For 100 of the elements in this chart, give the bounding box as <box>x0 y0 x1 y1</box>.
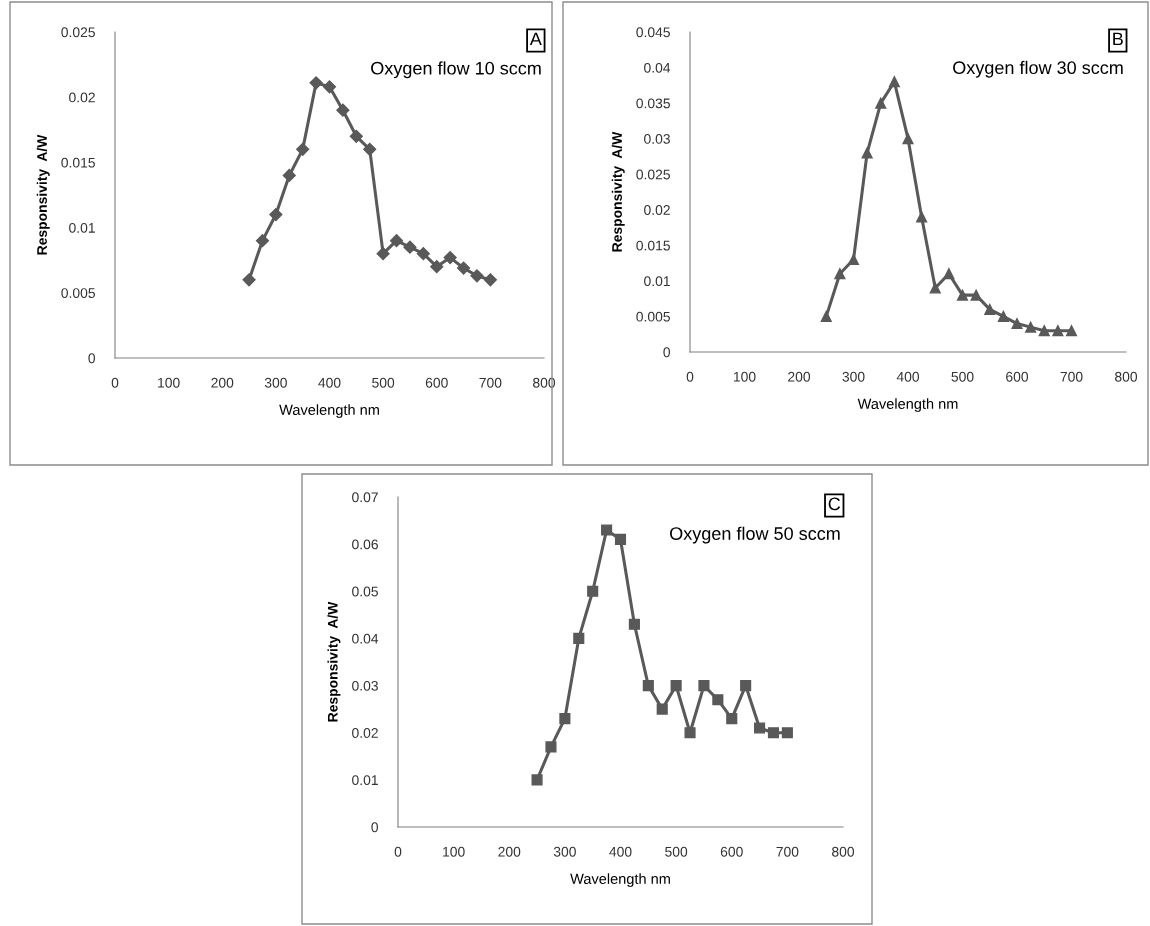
x-tick-label: 200 <box>211 377 234 388</box>
point <box>587 585 599 597</box>
point <box>1011 317 1023 330</box>
point <box>322 80 337 94</box>
x-tick-label: 100 <box>733 371 756 382</box>
point <box>984 303 996 315</box>
y-tick-label: 0.01 <box>352 775 378 786</box>
y-tick-label: 0.04 <box>352 633 379 644</box>
point <box>916 211 928 223</box>
point <box>614 533 627 545</box>
y-tick-label: 0.045 <box>636 27 670 38</box>
x-axis-title: Wavelength nm <box>570 873 670 887</box>
x-tick-label: 0 <box>111 377 119 388</box>
point <box>929 282 941 294</box>
y-tick-label: 0 <box>371 822 379 833</box>
point <box>970 289 982 301</box>
point <box>997 310 1009 323</box>
point <box>670 680 682 692</box>
x-tick-label: 100 <box>158 377 180 388</box>
x-tick-label: 800 <box>832 846 855 857</box>
point <box>1025 321 1037 333</box>
point <box>956 289 969 301</box>
point <box>656 703 668 715</box>
y-tick-label: 0.025 <box>636 169 670 180</box>
point <box>781 727 793 739</box>
y-tick-label: 0.035 <box>636 98 670 109</box>
point <box>443 251 457 265</box>
point <box>282 168 296 183</box>
point <box>403 240 417 254</box>
point <box>416 247 430 261</box>
point <box>726 713 738 725</box>
point <box>712 694 724 706</box>
y-tick-label: 0.005 <box>636 311 670 322</box>
y-tick-label: 0.02 <box>644 205 670 215</box>
point <box>861 147 873 159</box>
x-tick-label: 100 <box>443 846 465 857</box>
x-tick-label: 200 <box>788 371 811 382</box>
x-tick-label: 700 <box>1060 371 1083 382</box>
point <box>336 103 350 117</box>
y-tick-label: 0.04 <box>644 62 671 73</box>
point <box>740 680 752 692</box>
x-tick-label: 0 <box>686 371 694 382</box>
point <box>820 310 832 323</box>
point <box>1052 325 1064 337</box>
y-tick-label: 0 <box>663 347 671 358</box>
x-tick-label: 800 <box>533 377 556 388</box>
point <box>470 269 484 283</box>
point <box>349 129 363 143</box>
y-tick-label: 0.02 <box>352 728 378 738</box>
point <box>531 774 543 786</box>
point <box>309 76 323 90</box>
point <box>573 632 585 644</box>
point <box>642 680 654 692</box>
y-tick-label: 0.07 <box>352 492 378 503</box>
x-tick-label: 0 <box>394 846 402 857</box>
point <box>389 234 404 248</box>
point <box>684 727 696 739</box>
point <box>888 76 900 88</box>
y-tick-label: 0.05 <box>352 586 378 597</box>
x-tick-label: 500 <box>372 377 395 388</box>
x-tick-label: 400 <box>609 846 632 857</box>
x-tick-label: 700 <box>479 377 502 388</box>
annotation: A <box>529 32 542 46</box>
point <box>296 142 310 156</box>
x-tick-label: 800 <box>1115 371 1138 382</box>
point <box>456 261 471 275</box>
x-axis-title: Wavelength nm <box>857 398 958 412</box>
annotation: Oxygen flow 30 sccm <box>953 60 1123 78</box>
point <box>875 97 887 109</box>
x-tick-label: 300 <box>264 377 287 388</box>
point <box>1065 325 1078 337</box>
point <box>847 253 860 266</box>
y-axis-title: Responsivity A/W <box>36 134 50 255</box>
point <box>601 524 613 536</box>
x-tick-label: 400 <box>318 377 341 388</box>
x-tick-label: 200 <box>498 846 521 857</box>
y-tick-label: 0.01 <box>69 222 95 233</box>
point <box>255 234 270 248</box>
point <box>1038 325 1050 337</box>
point <box>698 680 710 692</box>
y-tick-label: 0.03 <box>352 680 378 691</box>
x-tick-label: 500 <box>665 846 688 857</box>
point <box>754 722 766 734</box>
y-tick-label: 0.02 <box>69 92 95 103</box>
y-tick-label: 0.03 <box>644 134 670 144</box>
point <box>767 727 780 739</box>
point <box>269 207 283 222</box>
point <box>430 260 444 274</box>
y-tick-label: 0.01 <box>644 276 670 287</box>
y-axis-title: Responsivity A/W <box>611 131 625 252</box>
annotation: Oxygen flow 10 sccm <box>371 61 541 79</box>
x-tick-label: 700 <box>776 846 799 857</box>
annotation: C <box>828 497 841 511</box>
x-tick-label: 600 <box>720 846 743 857</box>
x-tick-label: 600 <box>1006 371 1029 382</box>
y-tick-label: 0.015 <box>636 240 670 251</box>
x-tick-label: 500 <box>951 371 974 382</box>
point <box>363 142 377 156</box>
x-axis-title: Wavelength nm <box>279 404 379 418</box>
y-tick-label: 0 <box>88 353 96 364</box>
